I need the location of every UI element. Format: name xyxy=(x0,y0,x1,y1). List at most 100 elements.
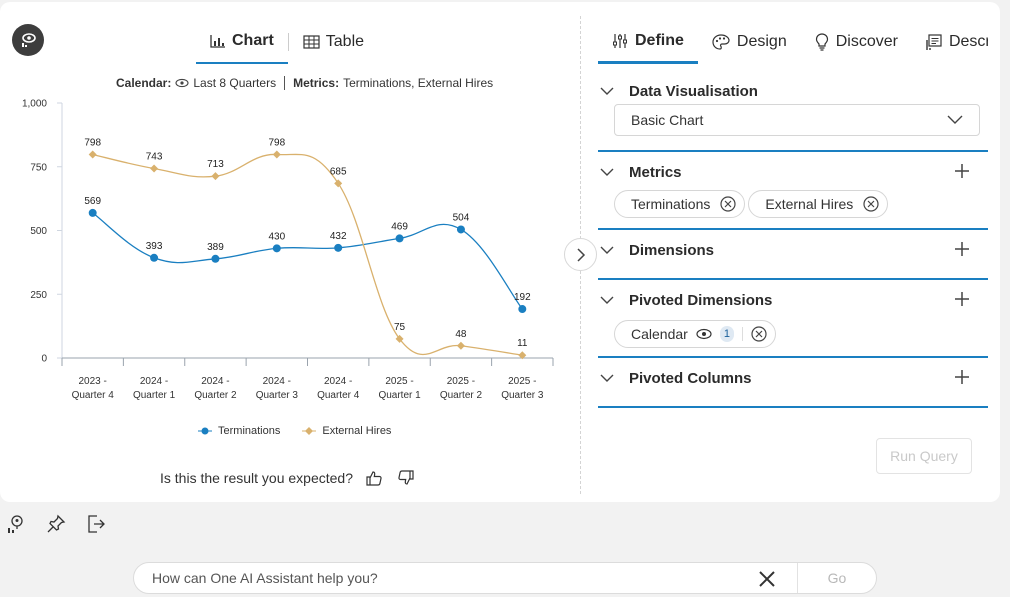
add-pivoted-dimension-icon[interactable] xyxy=(954,291,970,307)
dimension-chip-calendar[interactable]: Calendar 1 xyxy=(614,320,776,348)
feedback-row: Is this the result you expected? xyxy=(160,468,417,488)
visualisation-select-value: Basic Chart xyxy=(631,112,704,128)
data-point-external-hires xyxy=(211,172,220,181)
tab-define-label: Define xyxy=(635,31,684,49)
export-icon[interactable] xyxy=(86,514,106,534)
tab-chart[interactable]: Chart xyxy=(196,20,288,64)
data-label-external-hires: 798 xyxy=(84,138,101,149)
data-point-external-hires xyxy=(456,341,465,350)
close-icon[interactable] xyxy=(758,570,776,588)
data-label-external-hires: 743 xyxy=(146,152,163,163)
data-point-terminations xyxy=(272,244,281,253)
metrics-filter-value: Terminations, External Hires xyxy=(343,76,494,90)
y-tick-label: 0 xyxy=(41,354,47,365)
tab-table-label: Table xyxy=(325,33,365,50)
description-icon xyxy=(926,33,942,50)
x-tick-label: 2024 - xyxy=(263,376,291,387)
visualisation-select[interactable]: Basic Chart xyxy=(614,104,980,136)
bottom-toolbar xyxy=(6,514,106,534)
filter-separator xyxy=(284,76,286,90)
go-button[interactable]: Go xyxy=(827,570,847,586)
section-title: Metrics xyxy=(629,163,682,181)
thumbs-up-icon xyxy=(366,471,382,486)
y-tick-label: 750 xyxy=(30,162,47,173)
run-query-button[interactable]: Run Query xyxy=(876,438,972,474)
metric-chip-terminations[interactable]: Terminations xyxy=(614,190,746,218)
insights-icon[interactable] xyxy=(6,514,26,534)
data-label-terminations: 430 xyxy=(268,231,285,242)
tab-design[interactable]: Design xyxy=(698,20,801,64)
chip-label: Terminations xyxy=(631,196,711,212)
chevron-down-icon xyxy=(600,87,614,95)
tab-description[interactable]: Descri xyxy=(912,20,988,64)
data-label-terminations: 504 xyxy=(453,212,470,223)
section-header[interactable]: Dimensions xyxy=(598,235,988,265)
tab-table[interactable]: Table xyxy=(289,20,378,64)
lightbulb-icon xyxy=(815,33,828,51)
section-header[interactable]: Metrics xyxy=(598,157,988,187)
x-tick-label: 2024 - xyxy=(140,376,168,387)
x-tick-label: Quarter 4 xyxy=(72,390,115,401)
eye-icon[interactable] xyxy=(696,328,712,340)
section-header[interactable]: Data Visualisation xyxy=(598,76,988,106)
x-tick-label: Quarter 4 xyxy=(317,390,360,401)
data-label-external-hires: 11 xyxy=(517,338,528,349)
data-point-terminations xyxy=(88,208,97,217)
assistant-avatar[interactable] xyxy=(12,24,44,56)
data-label-terminations: 192 xyxy=(514,292,531,303)
section-dimensions: Dimensions xyxy=(598,235,988,280)
data-point-terminations xyxy=(395,234,404,243)
section-metrics: Metrics Terminations External Hires xyxy=(598,157,988,230)
legend-item-terminations[interactable]: Terminations xyxy=(198,425,280,437)
metric-chip-external-hires[interactable]: External Hires xyxy=(748,190,889,218)
legend-item-external-hires[interactable]: External Hires xyxy=(302,425,391,437)
data-label-terminations: 469 xyxy=(391,221,408,232)
tab-define[interactable]: Define xyxy=(598,20,698,64)
calendar-filter-label: Calendar: xyxy=(116,76,172,90)
metric-chips: Terminations External Hires xyxy=(614,190,889,218)
section-title: Data Visualisation xyxy=(629,82,758,100)
data-point-external-hires xyxy=(395,334,404,343)
section-pivoted-columns: Pivoted Columns xyxy=(598,363,988,408)
chevron-down-icon xyxy=(600,168,614,176)
section-title: Pivoted Columns xyxy=(629,369,752,387)
add-metric-icon[interactable] xyxy=(954,163,970,179)
data-point-external-hires xyxy=(150,164,159,173)
add-dimension-icon[interactable] xyxy=(954,241,970,257)
y-tick-label: 250 xyxy=(30,290,47,301)
thumbs-down-icon xyxy=(398,470,414,485)
legend-label-terminations: Terminations xyxy=(218,425,281,437)
pin-icon[interactable] xyxy=(46,514,66,534)
thumbs-down-button[interactable] xyxy=(395,468,417,488)
section-data-visualisation: Data Visualisation Basic Chart xyxy=(598,76,988,152)
assistant-prompt-input[interactable] xyxy=(150,569,750,587)
tab-discover[interactable]: Discover xyxy=(801,20,912,64)
section-header[interactable]: Pivoted Columns xyxy=(598,363,988,393)
x-tick-label: 2025 - xyxy=(508,376,536,387)
data-point-terminations xyxy=(518,305,527,314)
section-title: Pivoted Dimensions xyxy=(629,291,773,309)
feedback-question: Is this the result you expected? xyxy=(160,470,353,486)
y-tick-label: 500 xyxy=(30,226,47,237)
data-label-external-hires: 48 xyxy=(455,329,467,340)
section-header[interactable]: Pivoted Dimensions xyxy=(598,285,988,315)
tab-divider xyxy=(287,33,289,51)
query-summary: Calendar: Last 8 Quarters Metrics: Termi… xyxy=(116,76,493,90)
data-point-terminations xyxy=(334,243,343,252)
view-tabs: Chart Table xyxy=(196,20,378,65)
remove-circle-icon[interactable] xyxy=(751,326,767,342)
ask-divider xyxy=(797,563,798,593)
thumbs-up-button[interactable] xyxy=(363,468,385,488)
x-tick-label: Quarter 3 xyxy=(256,390,299,401)
remove-circle-icon[interactable] xyxy=(720,196,736,212)
assistant-ask-bar: Go xyxy=(133,562,877,594)
legend-diamond-marker xyxy=(302,427,317,435)
remove-circle-icon[interactable] xyxy=(863,196,879,212)
x-tick-label: Quarter 1 xyxy=(378,390,421,401)
x-tick-label: Quarter 3 xyxy=(501,390,544,401)
chip-label: External Hires xyxy=(765,196,854,212)
data-label-terminations: 393 xyxy=(146,241,163,252)
collapse-panel-button[interactable] xyxy=(564,238,597,271)
data-label-external-hires: 798 xyxy=(268,138,285,149)
add-pivoted-column-icon[interactable] xyxy=(954,369,970,385)
